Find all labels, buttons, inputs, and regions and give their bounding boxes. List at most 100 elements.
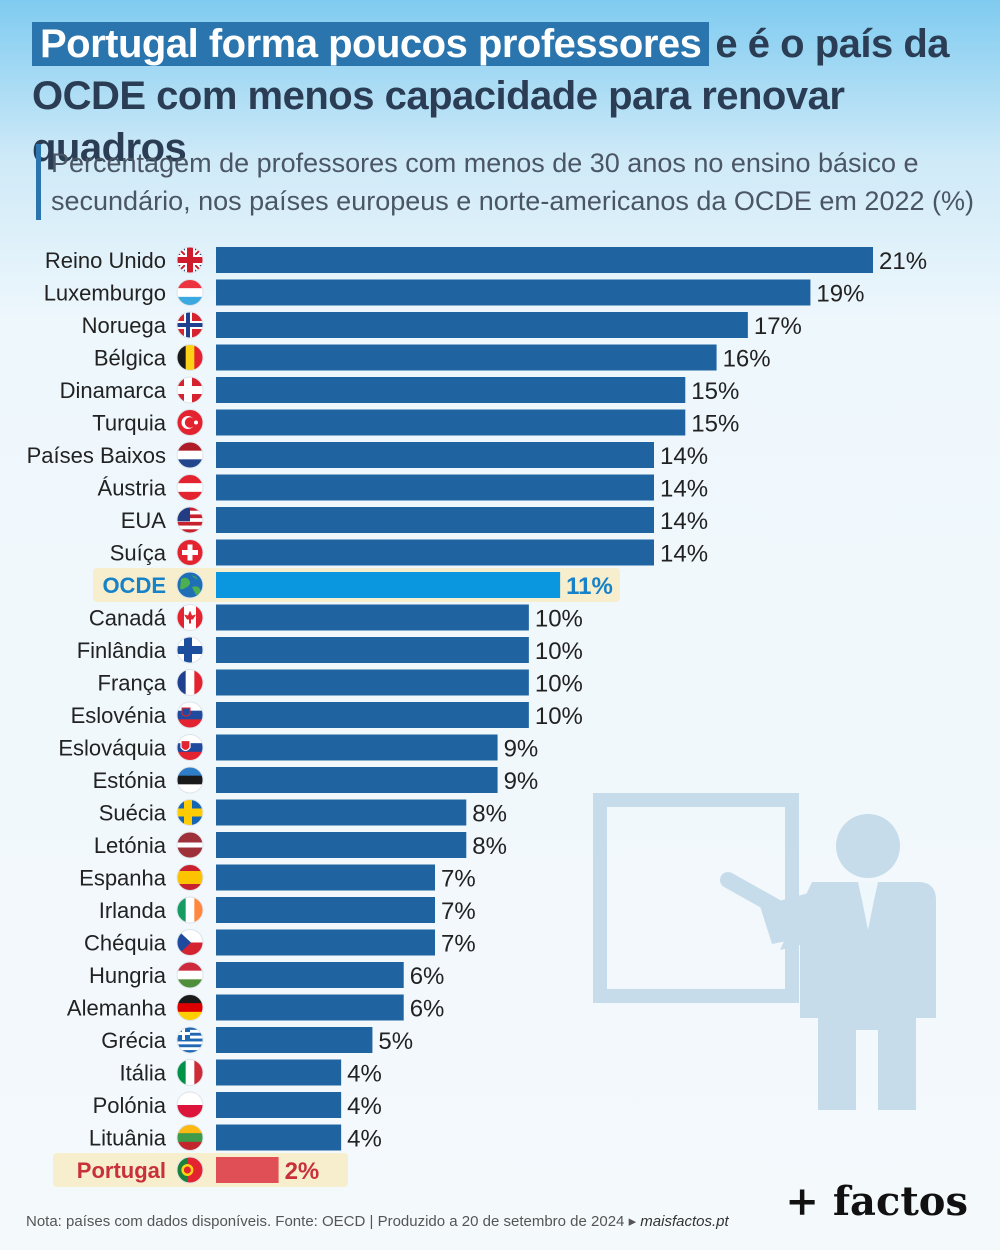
value-label: 6% [410,963,445,990]
bar-row: Grécia 5% [101,1026,413,1055]
bar [216,247,873,273]
bar-row: Áustria 14% [98,474,708,503]
value-label: 14% [660,476,708,503]
dk-flag-icon [176,376,204,404]
es-flag-icon [176,864,204,891]
bar-row: Eslovénia 10% [71,701,583,730]
category-label: Suíça [110,541,167,566]
value-label: 16% [723,346,771,373]
pt-flag-icon [176,1156,204,1184]
bar [216,442,654,468]
bar-row: Chéquia 7% [84,929,476,958]
bar-row: Hungria 6% [89,961,445,990]
bar [216,962,404,988]
bar [216,637,529,663]
cz-flag-icon [176,929,204,956]
bar-row: Polónia 4% [93,1091,382,1120]
category-label: Chéquia [84,931,167,956]
pl-flag-icon [176,1091,204,1119]
value-label: 5% [378,1028,413,1055]
teacher-illustration-icon [593,793,936,1110]
value-label: 10% [535,606,583,633]
category-label: Alemanha [67,996,167,1021]
hu-flag-icon [176,961,204,989]
value-label: 7% [441,898,476,925]
value-label: 14% [660,508,708,535]
bar [216,669,529,696]
bar [216,734,498,761]
bar-row: Bélgica 16% [94,344,771,373]
at-flag-icon [176,474,204,501]
ee-flag-icon [176,766,204,794]
bar [216,507,654,533]
value-label: 4% [347,1126,382,1153]
bar [216,1027,373,1053]
chart-title: Portugal forma poucos professores e é o p… [32,18,982,174]
bar-row: Luxemburgo 19% [44,279,864,308]
us-flag-icon [176,506,204,534]
bar-row: Turquia 15% [92,409,739,438]
bar-row: Noruega 17% [82,311,802,340]
bar [216,1092,342,1118]
category-label: Grécia [101,1028,167,1053]
it-flag-icon [176,1059,204,1086]
sk-flag-icon [176,734,204,761]
bar-row: EUA 14% [121,506,708,535]
category-label: Noruega [82,313,167,338]
value-label: 8% [472,833,507,860]
value-label: 10% [535,671,583,698]
globe-icon [176,571,204,599]
category-label: Áustria [98,476,167,501]
category-label: Países Baixos [27,443,166,468]
value-label: 10% [535,638,583,665]
bar [216,929,435,956]
category-label: Portugal [77,1158,166,1183]
category-label: Finlândia [77,638,167,663]
bar [216,897,435,923]
value-label: 15% [691,411,739,438]
bar [216,377,686,403]
category-label: Espanha [79,866,167,891]
bar [216,702,529,728]
category-label: Estónia [93,768,167,793]
bar [216,1157,279,1183]
category-label: Eslovénia [71,703,167,728]
bar-row: OCDE 11% [93,568,620,602]
bar [216,1059,342,1086]
category-label: Hungria [89,963,167,988]
bar-row: Letónia 8% [94,831,507,860]
value-label: 11% [566,573,613,600]
bar-row: Eslováquia 9% [58,734,538,763]
chart-subtitle: Percentagem de professores com menos de … [36,144,981,220]
bar [216,474,654,501]
bar [216,604,529,631]
category-label: Canadá [89,606,167,631]
category-label: Polónia [93,1093,167,1118]
ie-flag-icon [176,896,204,924]
value-label: 4% [347,1061,382,1088]
value-label: 6% [410,996,445,1023]
bar-row: Alemanha 6% [67,994,445,1023]
bar [216,864,435,891]
value-label: 7% [441,866,476,893]
title-highlight: Portugal forma poucos professores [32,22,710,66]
value-label: 19% [816,281,864,308]
bar-row: Itália 4% [120,1059,382,1088]
bar-row: França 10% [98,669,583,698]
no-flag-icon [176,311,204,339]
bar-row: Reino Unido 21% [45,246,927,275]
se-flag-icon [176,799,204,826]
category-label: Turquia [92,411,167,436]
bar [216,344,717,371]
bar [216,799,467,826]
value-label: 10% [535,703,583,730]
category-label: Bélgica [94,346,167,371]
value-label: 14% [660,541,708,568]
value-label: 15% [691,378,739,405]
bar [216,409,686,436]
si-flag-icon [176,701,204,729]
gr-flag-icon [176,1026,204,1054]
category-label: Reino Unido [45,248,166,273]
de-flag-icon [176,994,204,1021]
bar [216,539,654,566]
